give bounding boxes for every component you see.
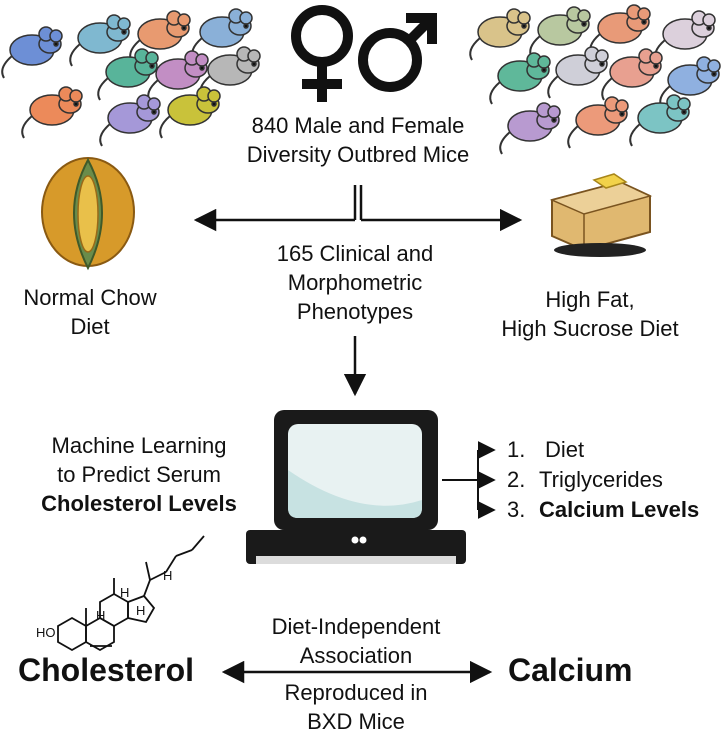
molecule-ho: HO — [36, 625, 56, 640]
output-label-2: Triglycerides — [539, 467, 663, 492]
phenotypes-line-3: Phenotypes — [296, 299, 414, 324]
phenotypes-label: 165 Clinical and Morphometric Phenotypes — [240, 239, 470, 326]
ml-line-1: Machine Learning — [51, 433, 227, 458]
molecule-h-1: H — [163, 568, 173, 583]
male-symbol-icon — [358, 13, 437, 92]
calcium-label: Calcium — [508, 652, 633, 688]
phenotypes-line-2: Morphometric — [287, 270, 423, 295]
molecule-h-3: H — [136, 603, 146, 618]
cholesterol-molecule-icon — [57, 535, 205, 652]
output-item-3: 3. Calcium Levels — [507, 497, 699, 523]
machine-learning-label: Machine Learning to Predict Serum Choles… — [14, 431, 264, 518]
reproduced-line-2: BXD Mice — [307, 709, 405, 734]
output-item-1: 1. Diet — [507, 437, 584, 463]
phenotypes-line-1: 165 Clinical and — [276, 241, 434, 266]
diet-split-arrows — [193, 185, 523, 232]
ml-line-2: to Predict Serum — [57, 462, 221, 487]
reproduced-line-1: Reproduced in — [284, 680, 428, 705]
mouse-illustration-right — [469, 4, 721, 155]
molecule-h-2: H — [120, 585, 130, 600]
cohort-label: 840 Male and Female Diversity Outbred Mi… — [218, 111, 498, 169]
reproduced-label: Reproduced in BXD Mice — [246, 678, 466, 736]
cohort-line-1: 840 Male and Female — [251, 113, 465, 138]
output-number-1: 1. — [507, 437, 526, 462]
output-item-2: 2. Triglycerides — [507, 467, 663, 493]
corn-illustration — [41, 157, 135, 271]
association-label: Diet-Independent Association — [236, 612, 476, 670]
output-label-1: Diet — [545, 437, 585, 462]
output-arrows — [442, 441, 496, 519]
ml-line-3: Cholesterol Levels — [41, 491, 237, 516]
association-line-2: Association — [299, 643, 413, 668]
normal-chow-line-1: Normal Chow — [23, 285, 157, 310]
normal-chow-label: Normal Chow Diet — [0, 283, 180, 341]
association-line-1: Diet-Independent — [271, 614, 441, 639]
female-symbol-icon — [291, 5, 353, 102]
molecule-h-4: H — [96, 608, 106, 623]
computer-illustration — [246, 410, 466, 564]
high-fat-line-1: High Fat, — [545, 287, 635, 312]
high-fat-cake-illustration — [549, 173, 653, 257]
output-number-3: 3. — [507, 497, 526, 522]
cohort-line-2: Diversity Outbred Mice — [246, 142, 470, 167]
high-fat-line-2: High Sucrose Diet — [501, 316, 679, 341]
high-fat-label: High Fat, High Sucrose Diet — [468, 285, 712, 343]
cholesterol-label: Cholesterol — [18, 652, 195, 688]
output-label-3: Calcium Levels — [539, 497, 700, 522]
output-number-2: 2. — [507, 467, 526, 492]
normal-chow-line-2: Diet — [70, 314, 110, 339]
